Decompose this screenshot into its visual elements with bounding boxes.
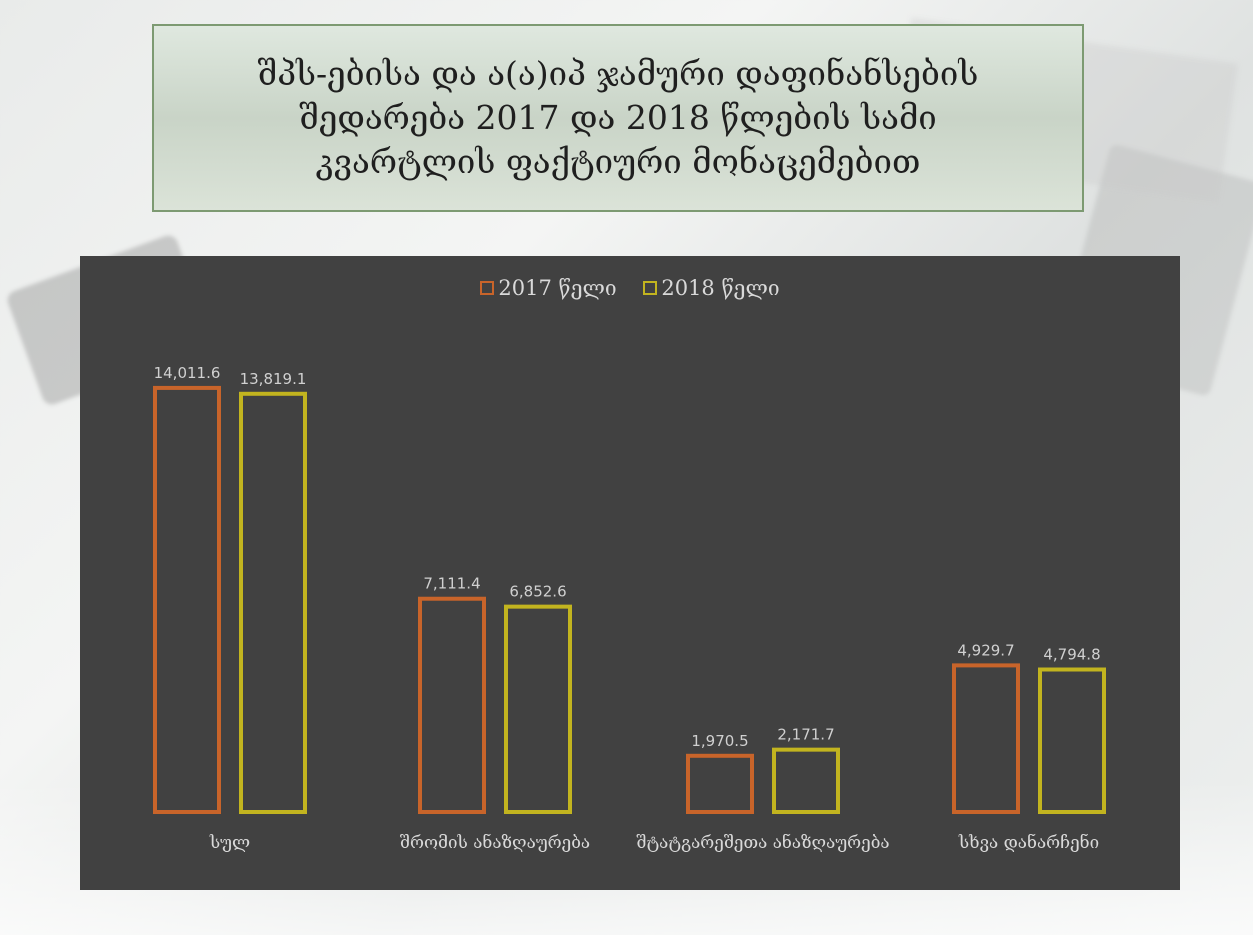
category-label-1: შრომის ანაზღაურება bbox=[400, 833, 590, 853]
legend-item-2018: 2018 წელი bbox=[643, 276, 780, 300]
legend-swatch-2018 bbox=[643, 281, 658, 295]
data-label-2017-1: 7,111.4 bbox=[423, 575, 480, 593]
data-label-2018-1: 6,852.6 bbox=[509, 583, 566, 601]
bar-2018-2 bbox=[772, 747, 840, 814]
bar-2017-0 bbox=[153, 385, 221, 815]
bar-2017-1 bbox=[418, 596, 486, 814]
data-label-2017-2: 1,970.5 bbox=[691, 732, 748, 750]
category-label-2: შტატგარეშეთა ანაზღაურება bbox=[636, 833, 889, 853]
bar-2017-2 bbox=[686, 753, 754, 814]
data-label-2018-0: 13,819.1 bbox=[240, 370, 307, 388]
legend: 2017 წელი 2018 წელი bbox=[80, 276, 1180, 300]
category-label-3: სხვა დანარჩენი bbox=[958, 833, 1099, 853]
bar-2017-3 bbox=[952, 663, 1020, 814]
bar-2018-0 bbox=[239, 391, 307, 814]
legend-item-2017: 2017 წელი bbox=[480, 276, 617, 300]
legend-label-2018: 2018 წელი bbox=[661, 276, 780, 300]
legend-label-2017: 2017 წელი bbox=[498, 276, 617, 300]
data-label-2018-2: 2,171.7 bbox=[777, 726, 834, 744]
data-label-2017-3: 4,929.7 bbox=[957, 641, 1014, 659]
data-label-2018-3: 4,794.8 bbox=[1043, 646, 1100, 664]
legend-swatch-2017 bbox=[480, 281, 495, 295]
title-box: შპს-ებისა და ა(ა)იპ ჯამური დაფინანსების … bbox=[152, 24, 1084, 212]
chart-plot: 14,011.6 13,819.1 სულ 7,111.4 6,852.6 შრომის … bbox=[153, 364, 1106, 853]
category-label-0: სულ bbox=[209, 833, 250, 853]
data-label-2017-0: 14,011.6 bbox=[154, 364, 221, 382]
bar-2018-3 bbox=[1038, 667, 1106, 814]
bar-2018-1 bbox=[504, 604, 572, 815]
chart-title: შპს-ებისა და ა(ა)იპ ჯამური დაფინანსების … bbox=[257, 54, 979, 181]
chart-panel: 2017 წელი 2018 წელი 14,011.6 13,819.1 სულ 7… bbox=[80, 256, 1180, 890]
